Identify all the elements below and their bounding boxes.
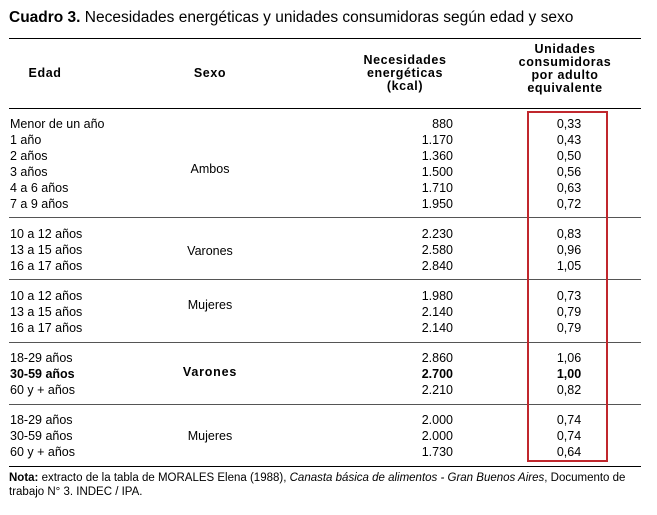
cell-kcal-reference: 2.700 (421, 367, 453, 381)
cell-edad: 13 a 15 años (10, 305, 83, 319)
cell-kcal: 2.000 (421, 413, 453, 427)
group-sexo-label: Ambos (190, 162, 230, 176)
note-source-title: Canasta básica de alimentos - Gran Bueno… (289, 472, 545, 484)
cell-kcal: 2.580 (421, 243, 453, 257)
header-bottom-rule (9, 108, 641, 109)
table-title-label: Cuadro 3. (9, 9, 81, 26)
cell-ucons: 0,74 (556, 413, 582, 427)
header-kcal-line-3: (kcal) (386, 79, 424, 93)
cell-edad: 1 año (10, 133, 42, 147)
note-text-2: , Documento de trabajo N° 3. INDEC / IPA… (9, 472, 626, 498)
header-ucons: Unidades consumidoras por adulto equival… (505, 43, 625, 95)
cell-edad: 16 a 17 años (10, 259, 83, 273)
cell-kcal: 2.860 (421, 351, 453, 365)
cell-ucons: 0,74 (556, 429, 582, 443)
cell-edad: 3 años (10, 165, 48, 179)
cell-edad: 60 y + años (10, 383, 75, 397)
header-top-rule (9, 38, 641, 39)
header-ucons-line-4: equivalente (527, 81, 603, 95)
group-sexo-label: Varones (187, 244, 233, 258)
table-title-text: Necesidades energéticas y unidades consu… (80, 9, 574, 26)
cell-ucons-reference: 1,00 (556, 367, 582, 381)
cell-ucons: 0,79 (556, 305, 582, 319)
header-kcal-line-1: Necesidades (363, 53, 447, 67)
cell-edad: 30-59 años (10, 429, 73, 443)
table-note: Nota: extracto de la tabla de MORALES El… (9, 471, 645, 499)
cell-ucons: 0,72 (556, 197, 582, 211)
cell-edad: 18-29 años (10, 413, 73, 427)
group-sexo-label-reference: Varones (182, 365, 238, 379)
cell-kcal: 880 (432, 117, 453, 131)
table-bottom-rule (9, 466, 641, 467)
cell-ucons: 0,79 (556, 321, 582, 335)
cell-kcal: 1.170 (421, 133, 453, 147)
cell-kcal: 1.730 (421, 445, 453, 459)
cell-edad: 13 a 15 años (10, 243, 83, 257)
cell-ucons: 0,83 (556, 227, 582, 241)
cell-kcal: 2.140 (421, 305, 453, 319)
note-label: Nota: (9, 472, 39, 484)
cell-edad: Menor de un año (10, 117, 105, 131)
cell-kcal: 2.000 (421, 429, 453, 443)
header-ucons-line-2: consumidoras (518, 55, 612, 69)
cell-edad: 10 a 12 años (10, 227, 83, 241)
cell-kcal: 1.980 (421, 289, 453, 303)
cell-ucons: 1,05 (556, 259, 582, 273)
cell-ucons: 0,33 (556, 117, 582, 131)
header-kcal: Necesidades energéticas (kcal) (350, 54, 460, 93)
cell-edad-reference: 30-59 años (10, 367, 75, 381)
cell-kcal: 1.500 (421, 165, 453, 179)
group-divider (9, 342, 641, 343)
cell-kcal: 1.710 (421, 181, 453, 195)
cell-kcal: 2.840 (421, 259, 453, 273)
cell-kcal: 1.950 (421, 197, 453, 211)
cell-edad: 2 años (10, 149, 48, 163)
cell-ucons: 0,63 (556, 181, 582, 195)
cell-ucons: 1,06 (556, 351, 582, 365)
cell-ucons: 0,56 (556, 165, 582, 179)
cell-kcal: 1.360 (421, 149, 453, 163)
cell-edad: 10 a 12 años (10, 289, 83, 303)
cell-edad: 18-29 años (10, 351, 73, 365)
cell-edad: 7 a 9 años (10, 197, 69, 211)
header-ucons-line-1: Unidades (534, 42, 596, 56)
cell-ucons: 0,50 (556, 149, 582, 163)
cell-edad: 60 y + años (10, 445, 75, 459)
header-kcal-line-2: energéticas (366, 66, 444, 80)
cell-ucons: 0,73 (556, 289, 582, 303)
cell-kcal: 2.140 (421, 321, 453, 335)
group-sexo-label: Mujeres (187, 298, 233, 312)
cell-kcal: 2.230 (421, 227, 453, 241)
cell-ucons: 0,82 (556, 383, 582, 397)
group-divider (9, 217, 641, 218)
cell-edad: 16 a 17 años (10, 321, 83, 335)
cell-kcal: 2.210 (421, 383, 453, 397)
cell-ucons: 0,96 (556, 243, 582, 257)
note-text-1: extracto de la tabla de MORALES Elena (1… (38, 472, 290, 484)
header-sexo: Sexo (193, 66, 227, 80)
header-ucons-line-3: por adulto (531, 68, 599, 82)
group-sexo-label: Mujeres (187, 429, 233, 443)
highlight-box (527, 111, 608, 462)
group-divider (9, 404, 641, 405)
cell-ucons: 0,64 (556, 445, 582, 459)
header-edad: Edad (28, 66, 62, 80)
cell-ucons: 0,43 (556, 133, 582, 147)
table-title: Cuadro 3. Necesidades energéticas y unid… (9, 9, 573, 27)
group-divider (9, 279, 641, 280)
cell-edad: 4 a 6 años (10, 181, 69, 195)
